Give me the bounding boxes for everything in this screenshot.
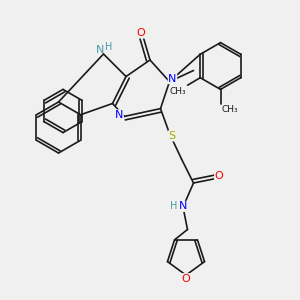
- Text: CH₃: CH₃: [169, 87, 186, 96]
- Text: CH₃: CH₃: [222, 105, 238, 114]
- Text: N: N: [115, 110, 123, 120]
- Text: S: S: [168, 131, 175, 141]
- Text: N: N: [179, 201, 187, 212]
- Text: N: N: [168, 74, 177, 84]
- Text: N: N: [96, 45, 104, 56]
- Text: O: O: [136, 28, 146, 38]
- Text: O: O: [182, 274, 190, 284]
- Text: H: H: [105, 42, 112, 52]
- Text: H: H: [170, 201, 178, 212]
- Text: O: O: [214, 171, 224, 181]
